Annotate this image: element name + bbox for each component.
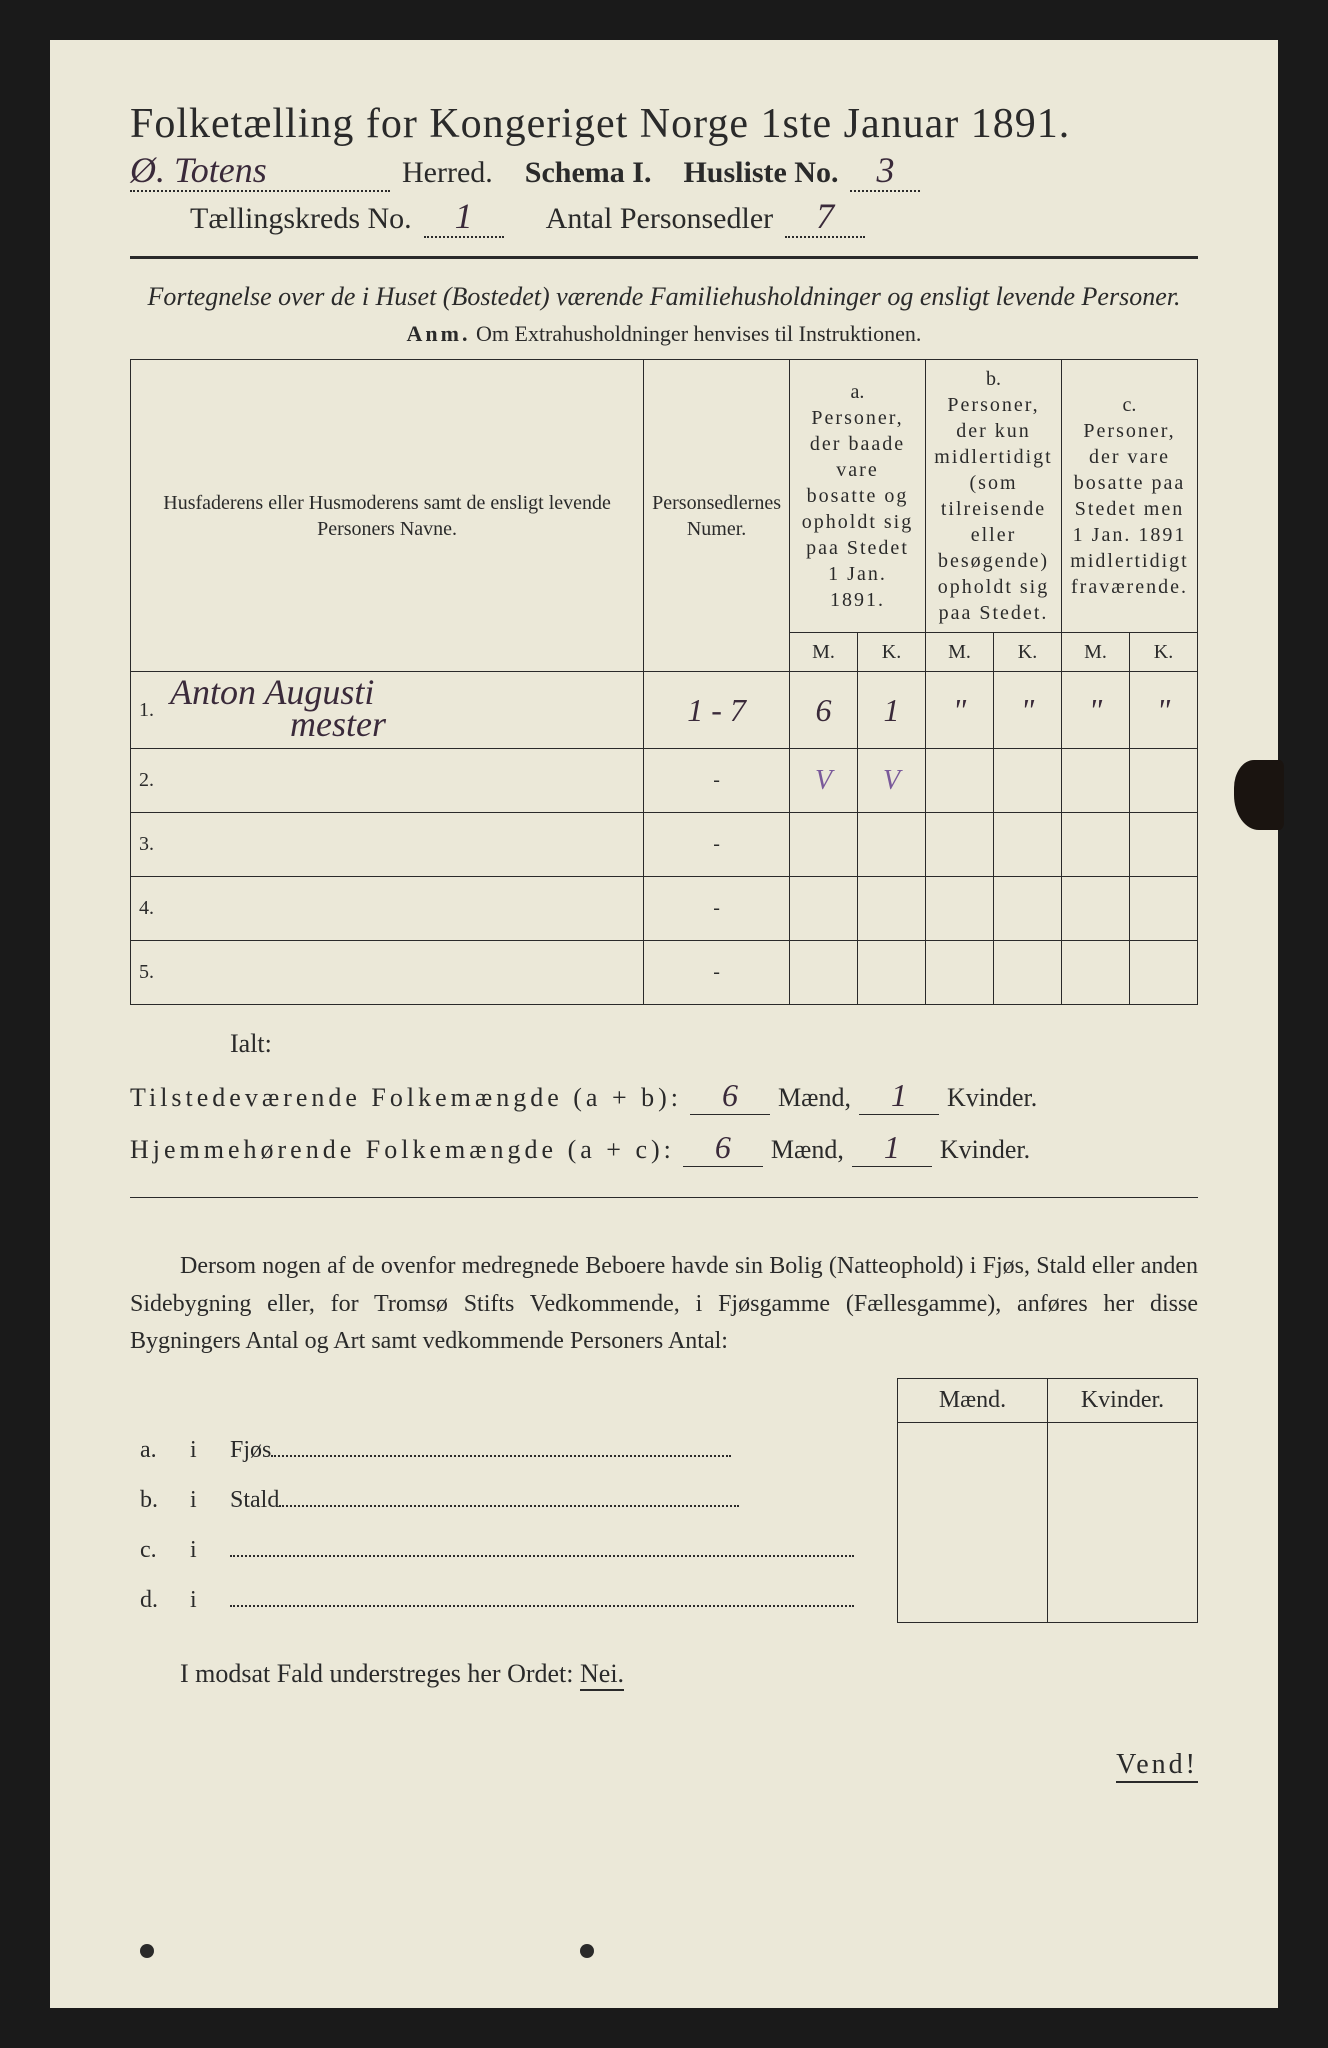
- herred-field: Ø. Totens: [130, 156, 390, 192]
- header-line-2: Ø. Totens Herred. Schema I. Husliste No.…: [130, 156, 1198, 192]
- table-row: 3. -: [131, 813, 1198, 877]
- building-row: c. i: [130, 1522, 1198, 1572]
- herred-label: Herred.: [402, 156, 493, 190]
- col-head-c: c. Personer, der vare bosatte paa Stedet…: [1062, 360, 1198, 633]
- divider-1: [130, 256, 1198, 259]
- col-c-m: M.: [1062, 633, 1130, 672]
- kreds-field: 1: [424, 202, 504, 238]
- col-b-k: K.: [994, 633, 1062, 672]
- kreds-label: Tællingskreds No.: [190, 202, 412, 236]
- col-a-k: K.: [858, 633, 926, 672]
- anm-label: Anm.: [407, 321, 471, 346]
- divider-2: [130, 1197, 1198, 1198]
- col-a-m: M.: [790, 633, 858, 672]
- form-subtitle: Fortegnelse over de i Huset (Bostedet) v…: [130, 279, 1198, 315]
- col-head-b: b. Personer, der kun midlertidigt (som t…: [926, 360, 1062, 633]
- col-b-m: M.: [926, 633, 994, 672]
- vend-label: Vend!: [1116, 1749, 1198, 1783]
- col-head-numer: Personsedlernes Numer.: [644, 360, 790, 672]
- schema-label: Schema I.: [525, 156, 652, 190]
- sedler-value: 7: [816, 196, 834, 236]
- instructions-paragraph: Dersom nogen af de ovenfor medregnede Be…: [130, 1248, 1198, 1360]
- census-form-page: Folketælling for Kongeriget Norge 1ste J…: [50, 40, 1278, 2008]
- punch-mark: [580, 1944, 594, 1958]
- bt-maend: Mænd.: [898, 1378, 1048, 1422]
- total-line-2: Hjemmehørende Folkemængde (a + c): 6 Mæn…: [130, 1129, 1198, 1167]
- husliste-label: Husliste No.: [683, 156, 838, 190]
- col-c-k: K.: [1130, 633, 1198, 672]
- nei-line: I modsat Fald understreges her Ordet: Ne…: [130, 1659, 1198, 1689]
- building-row: a. i Fjøs: [130, 1422, 1198, 1472]
- anm-line: Anm. Om Extrahusholdninger henvises til …: [130, 321, 1198, 347]
- husliste-value: 3: [876, 150, 894, 190]
- table-row: 5. -: [131, 941, 1198, 1005]
- sedler-label: Antal Personsedler: [546, 202, 773, 236]
- husliste-field: 3: [850, 156, 920, 192]
- anm-text: Om Extrahusholdninger henvises til Instr…: [476, 321, 921, 346]
- census-table: Husfaderens eller Husmoderens samt de en…: [130, 359, 1198, 1005]
- building-row: d. i: [130, 1572, 1198, 1622]
- ialt-label: Ialt:: [230, 1029, 1198, 1059]
- total-line-1: Tilstedeværende Folkemængde (a + b): 6 M…: [130, 1077, 1198, 1115]
- col-head-names: Husfaderens eller Husmoderens samt de en…: [131, 360, 644, 672]
- herred-value: Ø. Totens: [130, 150, 267, 190]
- header-line-3: Tællingskreds No. 1 Antal Personsedler 7: [130, 202, 1198, 238]
- kreds-value: 1: [455, 196, 473, 236]
- totals-block: Ialt: Tilstedeværende Folkemængde (a + b…: [130, 1029, 1198, 1167]
- punch-mark: [140, 1944, 154, 1958]
- table-row: 2. - V V: [131, 749, 1198, 813]
- col-head-a: a. Personer, der baade vare bosatte og o…: [790, 360, 926, 633]
- page-title: Folketælling for Kongeriget Norge 1ste J…: [130, 100, 1198, 148]
- building-row: b. i Stald: [130, 1472, 1198, 1522]
- table-row: 1. Anton Augusti mester 1 - 7 6 1 " " " …: [131, 672, 1198, 749]
- sedler-field: 7: [785, 202, 865, 238]
- bt-kvinder: Kvinder.: [1048, 1378, 1198, 1422]
- nei-word: Nei.: [580, 1659, 624, 1691]
- building-table: Mænd. Kvinder. a. i Fjøs b. i Stald c. i…: [130, 1378, 1198, 1623]
- ink-blot: [1234, 760, 1284, 830]
- table-row: 4. -: [131, 877, 1198, 941]
- row-name-cell: Anton Augusti mester: [162, 672, 644, 749]
